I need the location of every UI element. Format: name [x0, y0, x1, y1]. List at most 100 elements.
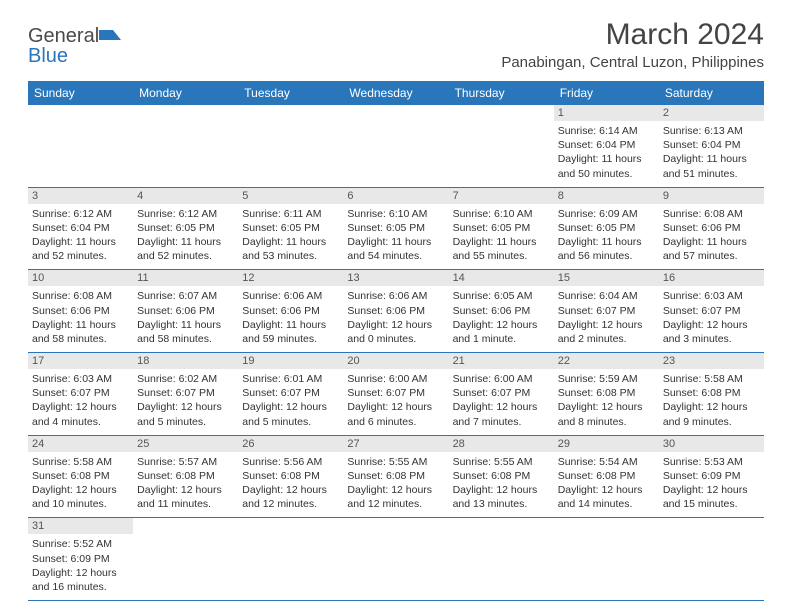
calendar-row: 31Sunrise: 5:52 AMSunset: 6:09 PMDayligh…	[28, 518, 764, 601]
sunrise-text: Sunrise: 6:07 AM	[137, 289, 234, 303]
daylight-text: Daylight: 11 hours and 57 minutes.	[663, 235, 760, 263]
sunrise-text: Sunrise: 6:10 AM	[347, 207, 444, 221]
sunset-text: Sunset: 6:08 PM	[663, 386, 760, 400]
day-number: 5	[238, 188, 343, 204]
sunrise-text: Sunrise: 5:54 AM	[558, 455, 655, 469]
calendar-cell: 15Sunrise: 6:04 AMSunset: 6:07 PMDayligh…	[554, 270, 659, 353]
sunrise-text: Sunrise: 6:08 AM	[663, 207, 760, 221]
sunrise-text: Sunrise: 5:56 AM	[242, 455, 339, 469]
sunrise-text: Sunrise: 6:04 AM	[558, 289, 655, 303]
calendar-cell: 10Sunrise: 6:08 AMSunset: 6:06 PMDayligh…	[28, 270, 133, 353]
daylight-text: Daylight: 12 hours and 14 minutes.	[558, 483, 655, 511]
sunset-text: Sunset: 6:08 PM	[347, 469, 444, 483]
daylight-text: Daylight: 11 hours and 56 minutes.	[558, 235, 655, 263]
sunset-text: Sunset: 6:07 PM	[453, 386, 550, 400]
daylight-text: Daylight: 12 hours and 11 minutes.	[137, 483, 234, 511]
calendar-cell	[449, 518, 554, 601]
day-number: 13	[343, 270, 448, 286]
calendar-cell	[343, 518, 448, 601]
sunrise-text: Sunrise: 6:01 AM	[242, 372, 339, 386]
location-text: Panabingan, Central Luzon, Philippines	[501, 54, 764, 71]
day-number: 6	[343, 188, 448, 204]
sunrise-text: Sunrise: 6:03 AM	[32, 372, 129, 386]
day-number: 21	[449, 353, 554, 369]
daylight-text: Daylight: 12 hours and 12 minutes.	[347, 483, 444, 511]
sunrise-text: Sunrise: 5:59 AM	[558, 372, 655, 386]
calendar-cell: 9Sunrise: 6:08 AMSunset: 6:06 PMDaylight…	[659, 187, 764, 270]
day-number: 4	[133, 188, 238, 204]
calendar-cell: 5Sunrise: 6:11 AMSunset: 6:05 PMDaylight…	[238, 187, 343, 270]
calendar-cell: 26Sunrise: 5:56 AMSunset: 6:08 PMDayligh…	[238, 435, 343, 518]
day-number: 27	[343, 436, 448, 452]
sunrise-text: Sunrise: 5:52 AM	[32, 537, 129, 551]
daylight-text: Daylight: 12 hours and 15 minutes.	[663, 483, 760, 511]
sunset-text: Sunset: 6:06 PM	[453, 304, 550, 318]
weekday-header: Wednesday	[343, 81, 448, 105]
daylight-text: Daylight: 12 hours and 4 minutes.	[32, 400, 129, 428]
sunset-text: Sunset: 6:04 PM	[558, 138, 655, 152]
calendar-cell: 29Sunrise: 5:54 AMSunset: 6:08 PMDayligh…	[554, 435, 659, 518]
sunset-text: Sunset: 6:07 PM	[137, 386, 234, 400]
calendar-cell: 24Sunrise: 5:58 AMSunset: 6:08 PMDayligh…	[28, 435, 133, 518]
calendar-cell: 14Sunrise: 6:05 AMSunset: 6:06 PMDayligh…	[449, 270, 554, 353]
calendar-row: 17Sunrise: 6:03 AMSunset: 6:07 PMDayligh…	[28, 353, 764, 436]
daylight-text: Daylight: 12 hours and 5 minutes.	[242, 400, 339, 428]
sunrise-text: Sunrise: 6:12 AM	[137, 207, 234, 221]
daylight-text: Daylight: 11 hours and 52 minutes.	[137, 235, 234, 263]
sunrise-text: Sunrise: 6:13 AM	[663, 124, 760, 138]
daylight-text: Daylight: 12 hours and 0 minutes.	[347, 318, 444, 346]
sunset-text: Sunset: 6:07 PM	[347, 386, 444, 400]
sunset-text: Sunset: 6:07 PM	[32, 386, 129, 400]
calendar-cell: 21Sunrise: 6:00 AMSunset: 6:07 PMDayligh…	[449, 353, 554, 436]
daylight-text: Daylight: 12 hours and 13 minutes.	[453, 483, 550, 511]
sunset-text: Sunset: 6:06 PM	[137, 304, 234, 318]
day-number: 7	[449, 188, 554, 204]
sunrise-text: Sunrise: 6:11 AM	[242, 207, 339, 221]
sunset-text: Sunset: 6:05 PM	[347, 221, 444, 235]
calendar-cell: 7Sunrise: 6:10 AMSunset: 6:05 PMDaylight…	[449, 187, 554, 270]
daylight-text: Daylight: 11 hours and 50 minutes.	[558, 152, 655, 180]
page-title: March 2024	[501, 18, 764, 52]
daylight-text: Daylight: 12 hours and 3 minutes.	[663, 318, 760, 346]
calendar-cell: 23Sunrise: 5:58 AMSunset: 6:08 PMDayligh…	[659, 353, 764, 436]
sunrise-text: Sunrise: 5:57 AM	[137, 455, 234, 469]
sunset-text: Sunset: 6:09 PM	[32, 552, 129, 566]
day-number: 2	[659, 105, 764, 121]
daylight-text: Daylight: 11 hours and 52 minutes.	[32, 235, 129, 263]
calendar-cell	[659, 518, 764, 601]
day-number: 28	[449, 436, 554, 452]
calendar-cell: 22Sunrise: 5:59 AMSunset: 6:08 PMDayligh…	[554, 353, 659, 436]
daylight-text: Daylight: 12 hours and 16 minutes.	[32, 566, 129, 594]
sunrise-text: Sunrise: 6:14 AM	[558, 124, 655, 138]
calendar-table: SundayMondayTuesdayWednesdayThursdayFrid…	[28, 81, 764, 601]
calendar-cell	[449, 105, 554, 187]
calendar-cell: 12Sunrise: 6:06 AMSunset: 6:06 PMDayligh…	[238, 270, 343, 353]
weekday-header: Monday	[133, 81, 238, 105]
sunrise-text: Sunrise: 6:12 AM	[32, 207, 129, 221]
calendar-header-row: SundayMondayTuesdayWednesdayThursdayFrid…	[28, 81, 764, 105]
daylight-text: Daylight: 11 hours and 51 minutes.	[663, 152, 760, 180]
sunset-text: Sunset: 6:07 PM	[558, 304, 655, 318]
sunset-text: Sunset: 6:04 PM	[32, 221, 129, 235]
sunset-text: Sunset: 6:07 PM	[242, 386, 339, 400]
day-number: 25	[133, 436, 238, 452]
calendar-row: 1Sunrise: 6:14 AMSunset: 6:04 PMDaylight…	[28, 105, 764, 187]
calendar-cell: 28Sunrise: 5:55 AMSunset: 6:08 PMDayligh…	[449, 435, 554, 518]
day-number: 8	[554, 188, 659, 204]
daylight-text: Daylight: 12 hours and 2 minutes.	[558, 318, 655, 346]
calendar-cell: 19Sunrise: 6:01 AMSunset: 6:07 PMDayligh…	[238, 353, 343, 436]
sunset-text: Sunset: 6:08 PM	[453, 469, 550, 483]
calendar-cell	[28, 105, 133, 187]
day-number: 12	[238, 270, 343, 286]
day-number: 9	[659, 188, 764, 204]
calendar-cell: 30Sunrise: 5:53 AMSunset: 6:09 PMDayligh…	[659, 435, 764, 518]
sunset-text: Sunset: 6:06 PM	[242, 304, 339, 318]
calendar-cell: 25Sunrise: 5:57 AMSunset: 6:08 PMDayligh…	[133, 435, 238, 518]
sunrise-text: Sunrise: 5:55 AM	[347, 455, 444, 469]
day-number: 23	[659, 353, 764, 369]
weekday-header: Friday	[554, 81, 659, 105]
calendar-cell	[238, 105, 343, 187]
calendar-cell: 8Sunrise: 6:09 AMSunset: 6:05 PMDaylight…	[554, 187, 659, 270]
header: GeneralBlue March 2024 Panabingan, Centr…	[28, 18, 764, 71]
daylight-text: Daylight: 12 hours and 10 minutes.	[32, 483, 129, 511]
